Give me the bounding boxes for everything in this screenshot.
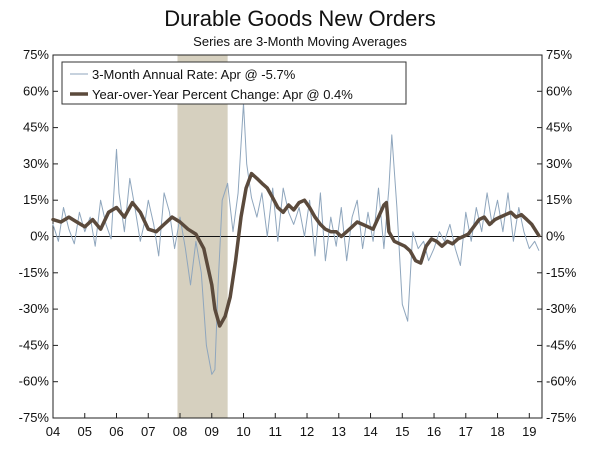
y-tick-label-right: -60% bbox=[546, 374, 577, 389]
y-tick-label-right: -45% bbox=[546, 337, 577, 352]
x-tick-label: 18 bbox=[490, 424, 504, 439]
series-line-3-month-annual-rate bbox=[52, 102, 540, 375]
y-tick-label-left: 75% bbox=[23, 47, 49, 62]
chart-title: Durable Goods New Orders bbox=[164, 6, 436, 31]
y-tick-label-left: 45% bbox=[23, 120, 49, 135]
y-tick-label-left: 60% bbox=[23, 83, 49, 98]
y-tick-label-right: -75% bbox=[546, 410, 577, 425]
y-tick-label-left: -60% bbox=[19, 374, 50, 389]
y-tick-label-left: -15% bbox=[19, 265, 50, 280]
legend-label-rate: 3-Month Annual Rate: Apr @ -5.7% bbox=[92, 67, 296, 82]
y-tick-label-right: 45% bbox=[546, 120, 572, 135]
y-tick-label-left: -45% bbox=[19, 337, 50, 352]
y-tick-label-right: -30% bbox=[546, 301, 577, 316]
x-tick-label: 08 bbox=[173, 424, 187, 439]
y-tick-label-left: 0% bbox=[30, 229, 49, 244]
y-tick-label-right: 60% bbox=[546, 83, 572, 98]
x-tick-label: 12 bbox=[300, 424, 314, 439]
x-tick-label: 10 bbox=[236, 424, 250, 439]
legend-box bbox=[61, 61, 407, 105]
x-tick-label: 05 bbox=[78, 424, 92, 439]
chart-subtitle: Series are 3-Month Moving Averages bbox=[193, 34, 407, 49]
x-tick-label: 06 bbox=[109, 424, 123, 439]
x-tick-label: 11 bbox=[269, 424, 283, 439]
series-line-year-over-year bbox=[51, 171, 541, 328]
y-tick-label-left: 15% bbox=[23, 192, 49, 207]
y-tick-label-left: -30% bbox=[19, 301, 50, 316]
x-tick-label: 16 bbox=[427, 424, 441, 439]
legend-label-yoy: Year-over-Year Percent Change: Apr @ 0.4… bbox=[92, 87, 353, 102]
x-tick-label: 15 bbox=[395, 424, 409, 439]
x-tick-label: 04 bbox=[46, 424, 60, 439]
x-tick-label: 17 bbox=[459, 424, 473, 439]
x-tick-label: 13 bbox=[332, 424, 346, 439]
x-tick-label: 19 bbox=[522, 424, 536, 439]
axis-layer bbox=[52, 54, 543, 419]
x-tick-label: 07 bbox=[141, 424, 155, 439]
y-tick-label-right: 0% bbox=[546, 229, 565, 244]
tick-label-layer: 75% 75% 60% 60% 45% 45% 30% 30% 15% 15% 0% 0% -15% -1… bbox=[19, 47, 577, 439]
series-layer bbox=[51, 102, 541, 375]
x-tick-label: 09 bbox=[205, 424, 219, 439]
legend: 3-Month Annual Rate: Apr @ -5.7% Year-ov… bbox=[61, 61, 407, 105]
y-tick-label-right: 15% bbox=[546, 192, 572, 207]
y-tick-label-right: 30% bbox=[546, 156, 572, 171]
x-tick-label: 14 bbox=[363, 424, 377, 439]
y-tick-label-left: -75% bbox=[19, 410, 50, 425]
y-tick-label-left: 30% bbox=[23, 156, 49, 171]
y-tick-label-right: -15% bbox=[546, 265, 577, 280]
y-tick-label-right: 75% bbox=[546, 47, 572, 62]
